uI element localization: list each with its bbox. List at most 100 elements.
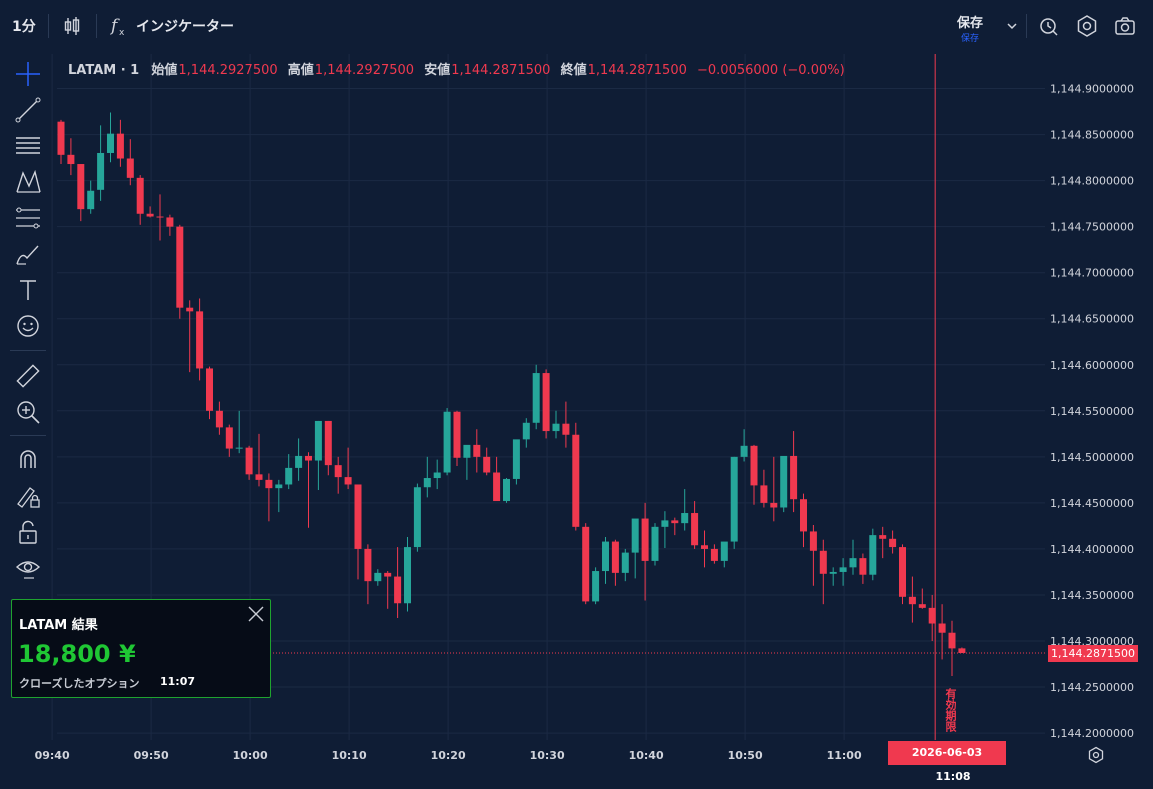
y-tick-label: 1,144.8500000 <box>1050 129 1134 142</box>
candle <box>730 456 738 549</box>
candle-body <box>552 423 560 432</box>
candle <box>918 588 926 609</box>
x-tick-label: 10:00 <box>233 749 268 762</box>
horizontal-lines-icon[interactable] <box>14 132 42 160</box>
open-label: 始値 <box>151 63 178 78</box>
candle <box>710 544 718 564</box>
indicators-button[interactable]: インジケーター <box>136 19 234 35</box>
candle <box>899 544 906 605</box>
camera-icon[interactable] <box>1113 14 1137 38</box>
candle <box>691 501 699 549</box>
payout-amount: 18,800 ¥ <box>18 640 136 668</box>
magnet-icon[interactable] <box>14 446 42 474</box>
candle <box>206 366 213 420</box>
expiry-time: 11:08 <box>935 770 971 783</box>
candle <box>285 454 293 490</box>
pattern-icon[interactable] <box>14 168 42 196</box>
text-icon[interactable] <box>14 276 42 304</box>
settings-icon[interactable] <box>1075 14 1099 38</box>
candle-body <box>314 420 322 461</box>
unlock-icon[interactable] <box>14 518 42 546</box>
candle-body <box>324 420 332 466</box>
candle-body <box>176 226 184 308</box>
candle <box>829 567 837 586</box>
candle-body <box>483 456 491 473</box>
candle <box>295 438 303 481</box>
candle-body <box>631 518 639 553</box>
candle <box>800 493 807 548</box>
candle <box>651 523 659 566</box>
candle <box>87 180 95 214</box>
y-tick-label: 1,144.4000000 <box>1050 543 1134 556</box>
candle-body <box>354 484 362 549</box>
eye-icon[interactable] <box>14 554 42 582</box>
candle <box>136 175 144 225</box>
candle <box>245 445 253 480</box>
fib-icon[interactable] <box>14 204 42 232</box>
candle-body <box>710 548 718 561</box>
candle <box>750 444 758 505</box>
candle <box>116 119 124 167</box>
candle-body <box>265 479 273 489</box>
top-toolbar: 1分 f x インジケーター 保存 保存 <box>0 0 1153 54</box>
candle-body <box>829 571 837 574</box>
change-value: −0.0056000 (−0.00%) <box>697 63 845 78</box>
expiry-time-tag: 2026-06-03 11:08 <box>888 741 1006 783</box>
candle <box>819 539 827 605</box>
alert-clock-icon[interactable] <box>1037 14 1061 38</box>
x-tick-label: 09:50 <box>134 749 169 762</box>
candle <box>166 214 174 236</box>
function-icon[interactable]: f x <box>108 14 132 38</box>
ruler-icon[interactable] <box>14 362 42 390</box>
high-label: 高値 <box>287 63 314 78</box>
candle-body <box>374 572 382 582</box>
svg-text:f: f <box>109 16 120 36</box>
candle-body <box>394 576 402 604</box>
candle <box>760 469 768 508</box>
candle-body <box>87 190 95 210</box>
candle <box>374 569 382 586</box>
candle <box>334 456 342 494</box>
candle-body <box>433 472 441 479</box>
chevron-down-icon[interactable] <box>1002 14 1026 38</box>
candle-body <box>770 502 778 508</box>
svg-text:x: x <box>119 28 125 38</box>
candle <box>97 125 105 201</box>
candle <box>364 544 372 605</box>
y-tick-label: 1,144.6500000 <box>1050 313 1134 326</box>
candle-body <box>463 444 471 458</box>
candle <box>324 420 332 476</box>
interval-button[interactable]: 1分 <box>12 19 36 35</box>
crosshair-icon[interactable] <box>14 60 42 88</box>
candle-body <box>800 499 807 532</box>
save-button[interactable]: 保存 保存 <box>950 12 990 44</box>
candle-body <box>958 648 966 653</box>
candle <box>394 547 402 618</box>
close-icon[interactable] <box>246 604 266 624</box>
y-tick-label: 1,144.5000000 <box>1050 451 1134 464</box>
candle-body <box>67 154 75 165</box>
candle-body <box>621 552 629 573</box>
candle-body <box>493 472 501 502</box>
candle-body <box>701 545 708 549</box>
axis-settings-icon[interactable] <box>1087 746 1105 764</box>
zoom-in-icon[interactable] <box>14 398 42 426</box>
current-price-label: 1,144.2871500 <box>1048 645 1138 662</box>
x-tick-label: 10:50 <box>728 749 763 762</box>
lock-drawing-icon[interactable] <box>14 482 42 510</box>
trend-line-icon[interactable] <box>14 96 42 124</box>
candle <box>384 571 392 609</box>
emoji-icon[interactable] <box>14 312 42 340</box>
candle <box>413 483 421 552</box>
symbol-label[interactable]: LATAM · 1 <box>68 63 140 78</box>
brush-icon[interactable] <box>14 240 42 268</box>
candle-body <box>255 474 263 480</box>
candle <box>196 298 204 381</box>
candlestick-type-icon[interactable] <box>60 14 84 38</box>
candle <box>740 429 748 462</box>
candle-body <box>413 487 421 548</box>
y-tick-label: 1,144.3500000 <box>1050 589 1134 602</box>
candle-body <box>730 456 738 542</box>
candle <box>869 528 877 581</box>
